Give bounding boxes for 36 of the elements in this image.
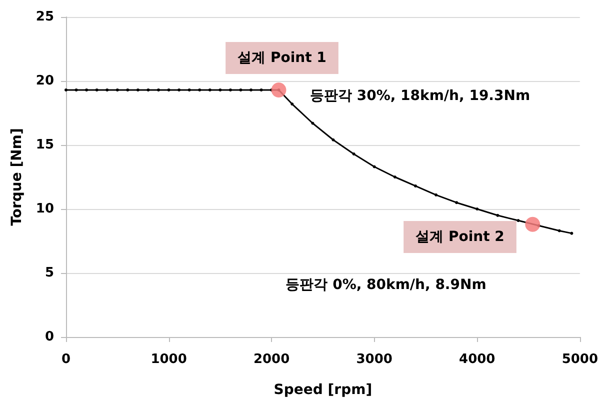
point xyxy=(352,152,356,156)
annotation: 등판각 0%, 80km/h, 8.9Nm xyxy=(286,277,486,293)
annotation: 설계 Point 1 xyxy=(238,50,326,66)
point xyxy=(146,88,150,92)
y-tick-label: 20 xyxy=(36,74,54,88)
point xyxy=(271,82,286,98)
y-axis-title: Torque [Nm] xyxy=(9,128,25,226)
y-tick-label: 0 xyxy=(44,330,54,344)
point xyxy=(393,176,396,178)
point xyxy=(332,138,335,142)
point xyxy=(525,216,540,232)
x-axis-title: Speed [rpm] xyxy=(274,382,372,398)
annotation: 설계 Point 2 xyxy=(416,229,504,245)
y-tick-label: 25 xyxy=(36,10,54,24)
x-tick-label: 0 xyxy=(61,352,71,367)
point xyxy=(516,219,520,222)
point xyxy=(167,88,170,92)
point xyxy=(496,214,500,217)
point xyxy=(290,102,294,106)
x-tick-label: 5000 xyxy=(562,352,598,367)
point xyxy=(74,88,78,92)
x-tick-label: 3000 xyxy=(356,352,392,367)
point xyxy=(239,88,242,92)
point xyxy=(570,232,574,235)
x-tick-label: 4000 xyxy=(459,352,496,367)
y-tick-label: 10 xyxy=(36,202,54,216)
point xyxy=(455,201,458,204)
point xyxy=(260,88,263,92)
x-tick-label: 2000 xyxy=(253,352,290,367)
annotation: 등판각 30%, 18km/h, 19.3Nm xyxy=(310,88,530,104)
point xyxy=(476,208,479,210)
y-tick-label: 5 xyxy=(44,266,54,280)
point xyxy=(434,193,438,196)
y-tick-label: 15 xyxy=(36,138,54,152)
x-tick-label: 1000 xyxy=(150,352,187,367)
point xyxy=(218,88,222,92)
